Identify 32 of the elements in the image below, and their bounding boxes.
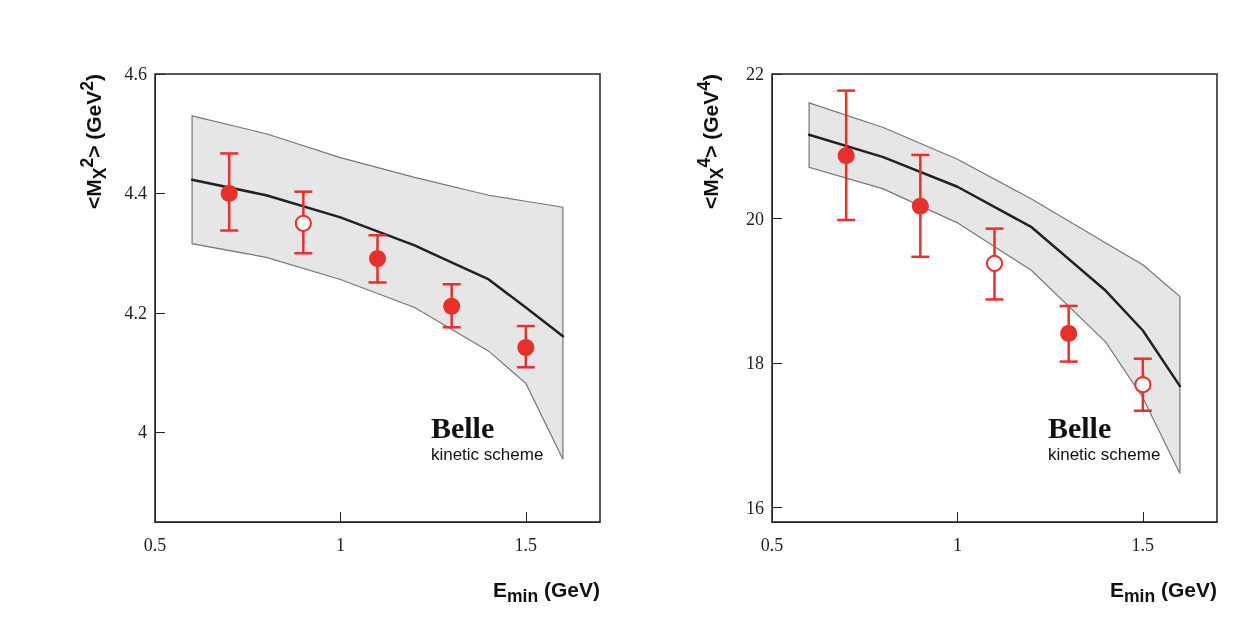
point [443, 297, 461, 315]
x-tick-label: 1 [952, 535, 962, 555]
point [1060, 324, 1078, 342]
y-tick-label: 18 [746, 353, 764, 374]
x-tick-label: 1 [335, 535, 345, 555]
x-tick-label: 1.5 [514, 535, 538, 555]
y-tick-label: 4.4 [124, 183, 147, 204]
point [294, 214, 312, 232]
point [986, 254, 1003, 272]
y-tick-label: 4 [138, 422, 147, 443]
annotation: kinetic scheme [1047, 445, 1161, 465]
y-tick-label: 16 [746, 497, 764, 518]
point [517, 339, 535, 357]
annotation: Belle [1047, 410, 1112, 444]
y-tick-label: 4.2 [124, 302, 147, 323]
x-axis-title: E$_{min}$ (GeV) [493, 578, 600, 608]
x-tick-label: 0.5 [760, 535, 784, 555]
y-tick-label: 22 [746, 64, 764, 84]
x-tick-label: 1.5 [1131, 535, 1155, 555]
x-axis-title: E$_{min}$ (GeV) [1110, 578, 1217, 608]
point [837, 147, 855, 165]
point [220, 184, 238, 202]
x-tick-label: 0.5 [143, 535, 167, 555]
point [911, 197, 929, 215]
line-series [807, 133, 1182, 388]
y-tick-label: 4.6 [124, 64, 147, 84]
point [1134, 376, 1152, 394]
annotation: kinetic scheme [430, 445, 544, 465]
line-series [190, 178, 565, 338]
annotation: Belle [430, 410, 495, 444]
point [369, 250, 386, 268]
y-tick-label: 20 [746, 208, 764, 229]
